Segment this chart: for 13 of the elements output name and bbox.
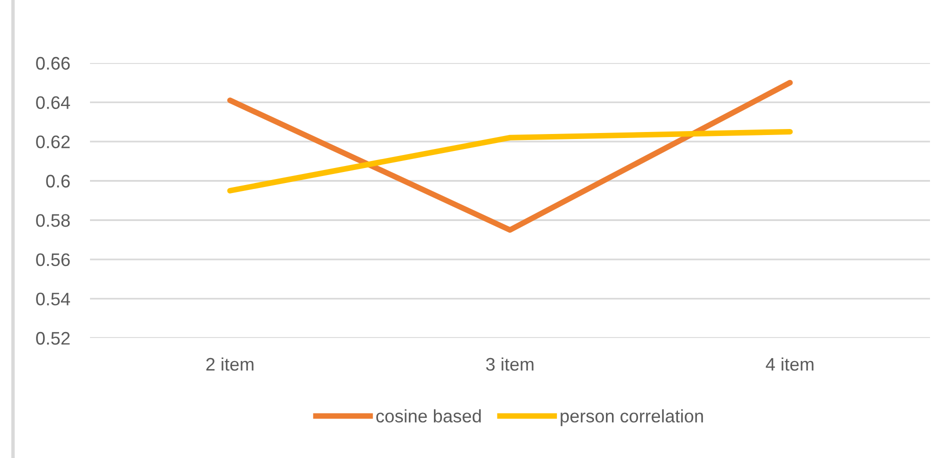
y-tick-label: 0.66 xyxy=(36,56,70,70)
x-tick-label: 4 item xyxy=(766,357,814,371)
x-tick-label: 3 item xyxy=(486,357,534,371)
x-tick-label: 2 item xyxy=(206,357,254,371)
y-tick-label: 0.6 xyxy=(46,174,70,188)
legend-label: person correlation xyxy=(560,409,703,426)
y-tick-label: 0.62 xyxy=(36,136,70,148)
y-tick-label: 0.52 xyxy=(36,332,70,345)
y-tick-label: 0.56 xyxy=(36,253,70,266)
legend-label: cosine based xyxy=(376,409,481,423)
y-tick-label: 0.64 xyxy=(36,96,70,110)
y-tick-label: 0.54 xyxy=(36,292,70,306)
y-tick-label: 0.58 xyxy=(36,214,70,227)
